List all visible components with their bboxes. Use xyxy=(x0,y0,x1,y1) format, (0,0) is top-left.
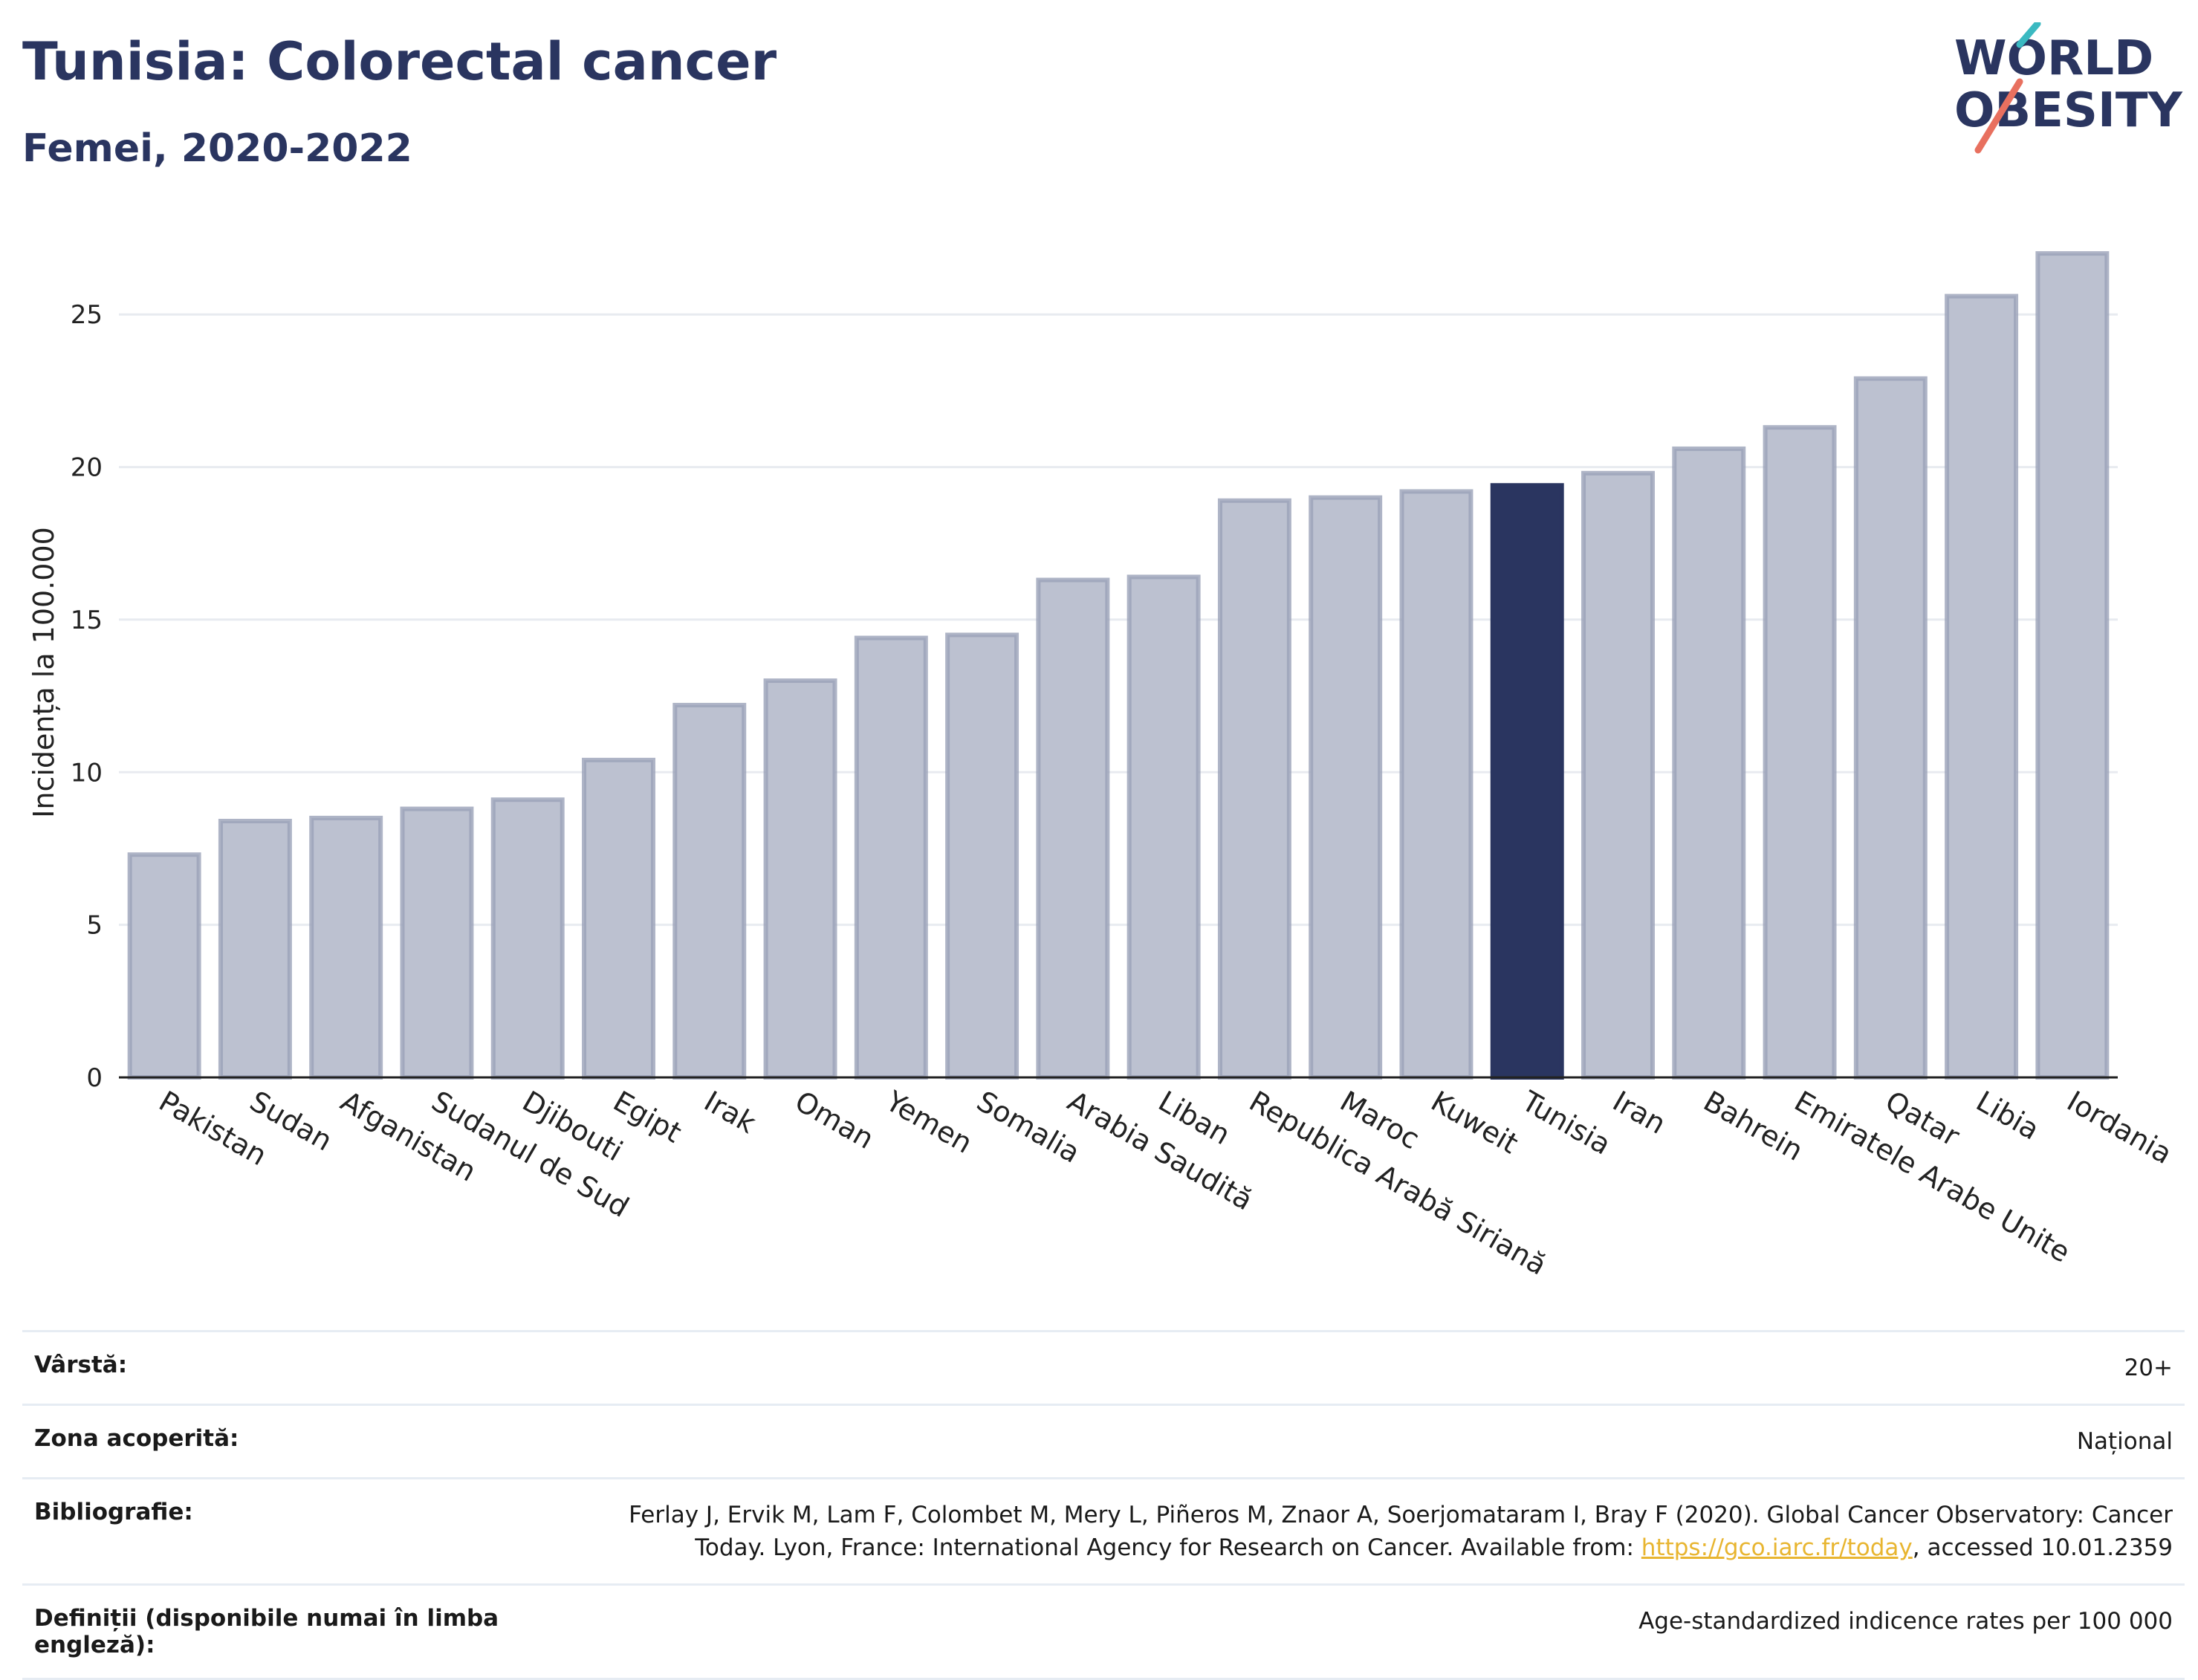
bar-djibouti xyxy=(490,797,565,1080)
bar-iran xyxy=(1581,470,1655,1080)
bar-libia xyxy=(1945,293,2019,1080)
meta-row-age: Vârstă: 20+ xyxy=(22,1330,2185,1405)
y-tick-label-10: 10 xyxy=(71,758,103,788)
y-tick-label-0: 0 xyxy=(86,1063,103,1093)
bibliography-line2-post: , accessed 10.01.2359 xyxy=(1912,1534,2173,1561)
x-tick-label-bahrein: Bahrein xyxy=(1698,1085,1809,1167)
bar-iordania xyxy=(2035,251,2110,1080)
world-obesity-logo: WORLD OBESITY xyxy=(1954,22,2182,154)
x-tick-label-irak: Irak xyxy=(698,1085,761,1140)
y-tick-label-5: 5 xyxy=(86,911,103,941)
bar-somalia xyxy=(945,632,1019,1080)
bar-emiratele-arabe-unite xyxy=(1763,425,1837,1080)
x-tick-label-libia: Libia xyxy=(1971,1085,2045,1147)
bar-arabia-saudită xyxy=(1036,577,1110,1080)
bibliography-line1: Ferlay J, Ervik M, Lam F, Colombet M, Me… xyxy=(629,1502,2173,1528)
y-tick-label-25: 25 xyxy=(71,300,103,330)
page-title: Tunisia: Colorectal cancer xyxy=(22,31,777,92)
x-tick-label-somalia: Somalia xyxy=(971,1085,1086,1170)
bar-oman xyxy=(763,678,837,1080)
metadata-table: Vârstă: 20+ Zona acoperită: Național Bib… xyxy=(22,1330,2185,1680)
bibliography-link[interactable]: https://gco.iarc.fr/today xyxy=(1641,1534,1913,1561)
logo-teal-slash xyxy=(2016,22,2041,48)
bar-qatar xyxy=(1853,376,1928,1080)
x-tick-label-iordania: Iordania xyxy=(2061,1085,2177,1170)
x-tick-label-kuweit: Kuweit xyxy=(1425,1085,1523,1161)
x-tick-label-iran: Iran xyxy=(1607,1085,1671,1141)
y-tick-label-15: 15 xyxy=(71,606,103,635)
y-axis-label: Incidența la 100.000 xyxy=(27,527,60,818)
meta-value-age: 20+ xyxy=(522,1330,2185,1405)
logo-coral-slash xyxy=(1974,78,2023,154)
meta-value-bibliography: Ferlay J, Ervik M, Lam F, Colombet M, Me… xyxy=(522,1477,2185,1585)
meta-key-definitions: Definiții (disponibile numai în limba en… xyxy=(22,1583,522,1680)
bar-maroc xyxy=(1309,495,1383,1080)
meta-key-area: Zona acoperită: xyxy=(22,1404,522,1479)
bar-yemen xyxy=(854,635,928,1080)
meta-value-definitions: Age-standardized indicence rates per 100… xyxy=(522,1583,2185,1680)
meta-value-area: Național xyxy=(522,1404,2185,1479)
page-subtitle: Femei, 2020-2022 xyxy=(22,126,412,171)
x-tick-label-oman: Oman xyxy=(790,1085,880,1155)
bar-tunisia xyxy=(1490,483,1564,1080)
logo-text-world: WORLD xyxy=(1954,31,2153,86)
meta-row-definitions: Definiții (disponibile numai în limba en… xyxy=(22,1583,2185,1680)
meta-row-bibliography: Bibliografie: Ferlay J, Ervik M, Lam F, … xyxy=(22,1477,2185,1585)
bar-pakistan xyxy=(127,852,201,1080)
bar-bahrein xyxy=(1672,446,1746,1080)
bar-kuweit xyxy=(1399,489,1474,1080)
meta-key-bibliography: Bibliografie: xyxy=(22,1477,522,1585)
bibliography-line2-pre: Today. Lyon, France: International Agenc… xyxy=(695,1534,1641,1561)
meta-key-age: Vârstă: xyxy=(22,1330,522,1405)
bar-liban xyxy=(1126,574,1201,1080)
bar-afganistan xyxy=(309,815,383,1080)
bar-sudanul-de-sud xyxy=(400,806,474,1080)
meta-row-area: Zona acoperită: Național xyxy=(22,1404,2185,1479)
x-tick-label-tunisia: Tunisia xyxy=(1516,1084,1616,1161)
y-tick-label-20: 20 xyxy=(71,453,103,483)
x-tick-label-yemen: Yemen xyxy=(880,1084,978,1160)
bar-republica-arabă-siriană xyxy=(1217,498,1291,1080)
bar-irak xyxy=(672,702,747,1080)
bar-sudan xyxy=(218,819,292,1080)
bar-egipt xyxy=(582,757,655,1080)
